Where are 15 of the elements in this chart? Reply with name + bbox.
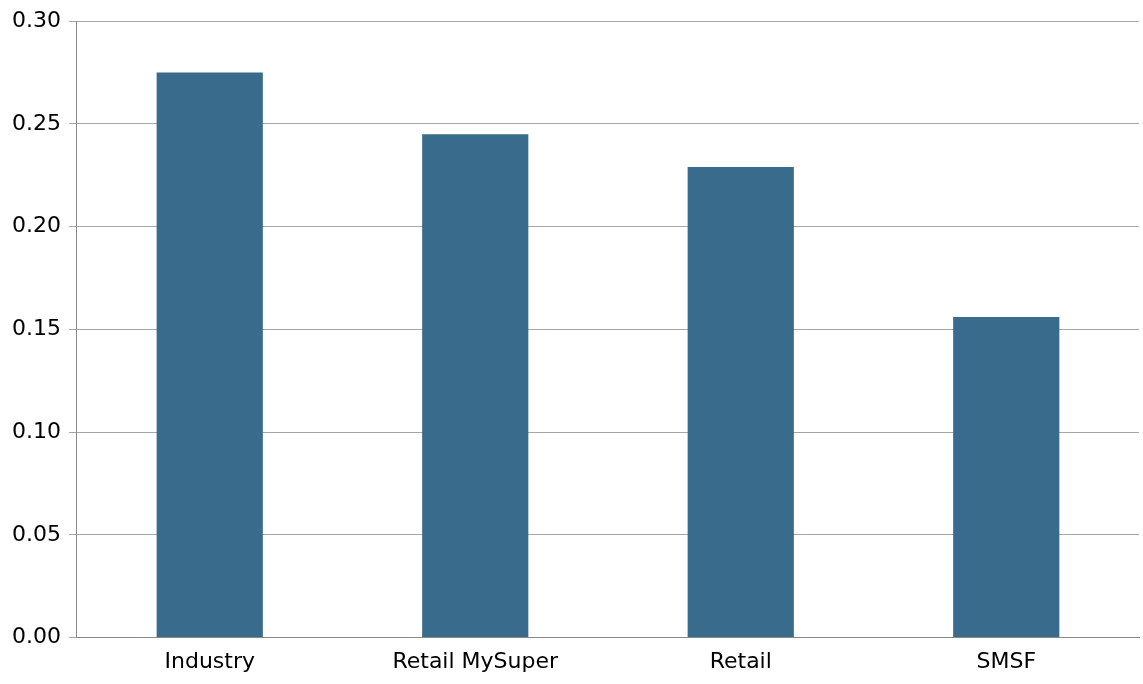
x-tick-label: Industry — [164, 647, 255, 673]
bar — [687, 167, 794, 638]
x-tick-label: SMSF — [976, 647, 1037, 673]
y-tick-label: 0.10 — [12, 417, 61, 443]
bar — [953, 317, 1060, 638]
y-tick-label: 0.00 — [12, 623, 61, 649]
y-tick-label: 0.05 — [12, 520, 61, 546]
y-tick-label: 0.30 — [12, 6, 61, 32]
y-tick-label: 0.15 — [12, 315, 61, 341]
x-tick-label: Retail — [709, 647, 772, 673]
x-tick-label: Retail MySuper — [392, 647, 559, 673]
bar — [156, 72, 263, 638]
y-tick-label: 0.20 — [12, 212, 61, 238]
y-tick-label: 0.25 — [12, 109, 61, 135]
bar — [422, 134, 529, 638]
